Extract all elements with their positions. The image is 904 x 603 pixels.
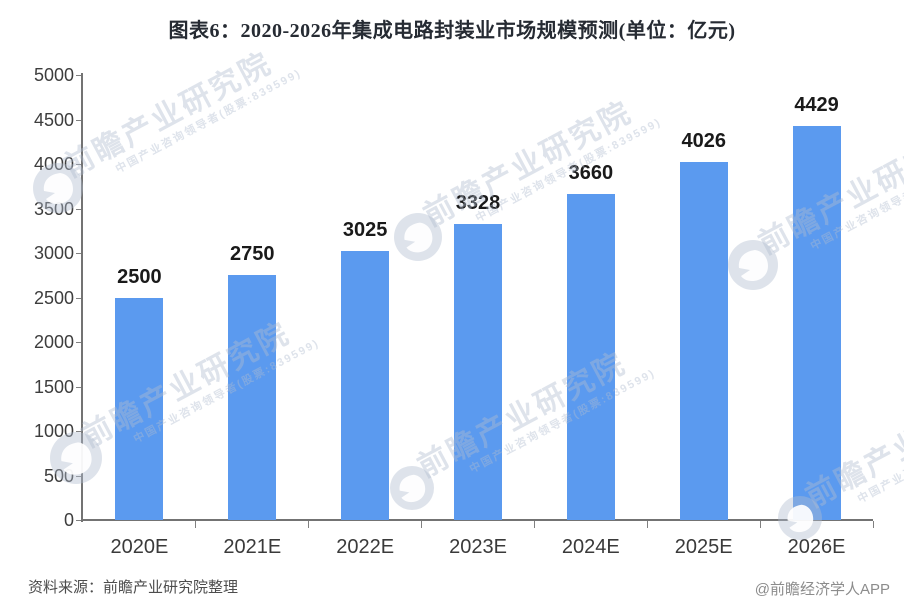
- watermark-brand: 前瞻产业研究院: [58, 46, 278, 185]
- bar-value-label: 3025: [342, 218, 388, 241]
- x-axis-tick-mark: [421, 521, 423, 528]
- x-axis-category-label: 2026E: [787, 536, 846, 558]
- bar: [228, 275, 277, 520]
- y-axis-tick-mark: [76, 475, 83, 477]
- y-axis-tick-mark: [76, 386, 83, 388]
- x-axis-category-label: 2023E: [449, 536, 507, 558]
- y-axis-tick-label: 4500: [33, 109, 74, 130]
- y-axis-tick-mark: [76, 297, 83, 299]
- y-axis-tick-label: 2500: [33, 287, 74, 308]
- bar-value-label: 3328: [455, 191, 501, 214]
- bar: [454, 223, 502, 520]
- y-axis-tick-mark: [76, 342, 83, 343]
- chart-title: 图表6：2020-2026年集成电路封装业市场规模预测(单位：亿元): [168, 20, 736, 42]
- x-axis-category-label: 2022E: [336, 536, 395, 558]
- source-note: 资料来源：前瞻产业研究院整理: [28, 579, 239, 596]
- watermark-text: 前瞻产业研究院 中国产业咨询领导者(股票:839599): [413, 337, 658, 496]
- watermark-tagline: 中国产业咨询领导者(股票:839599): [113, 67, 304, 176]
- y-axis-tick-label: 4000: [33, 154, 74, 174]
- y-axis-line: [81, 73, 83, 522]
- y-axis-tick-mark: [76, 431, 83, 432]
- y-axis-tick-mark: [76, 164, 83, 165]
- bar-value-label: 2500: [117, 265, 162, 288]
- y-axis-tick-mark: [76, 119, 83, 121]
- y-axis-tick-mark: [76, 208, 83, 210]
- bar-value-label: 4429: [794, 93, 839, 116]
- watermark-brand: 前瞻产业研究院: [76, 316, 296, 454]
- x-axis-tick-mark: [646, 521, 648, 528]
- x-axis-category-label: 2024E: [561, 536, 620, 558]
- y-axis-tick-mark: [76, 253, 83, 254]
- x-axis-category-label: 2025E: [674, 536, 733, 558]
- y-axis-tick-label: 0: [63, 510, 74, 530]
- watermark-brand: 前瞻产业研究院: [412, 346, 632, 484]
- watermark-tagline: 中国产业咨询领导者(股票:839599): [855, 397, 904, 506]
- bar-value-label: 4026: [681, 129, 726, 152]
- bar-value-label: 2750: [230, 243, 275, 266]
- bar: [341, 250, 390, 520]
- x-axis-category-label: 2021E: [223, 536, 282, 558]
- y-axis-tick-label: 500: [43, 465, 74, 486]
- x-axis-tick-mark: [872, 521, 874, 528]
- watermark-text: 前瞻产业研究院 中国产业咨询领导者(股票:839599): [59, 37, 304, 196]
- x-axis-tick-mark: [308, 521, 310, 528]
- bar-value-label: 3660: [568, 162, 614, 185]
- watermark-text: 前瞻产业研究院 中国产业咨询领导者(股票:839599): [77, 307, 322, 466]
- y-axis-tick-label: 5000: [33, 65, 74, 85]
- qianzhan-bird-logo: [390, 466, 434, 510]
- x-axis-tick-mark: [533, 521, 535, 528]
- qianzhan-bird-logo: [728, 240, 778, 290]
- bar: [792, 125, 841, 520]
- y-axis-tick-mark: [76, 520, 83, 521]
- x-axis-line: [81, 519, 873, 521]
- bar: [679, 161, 728, 520]
- y-axis-tick-label: 1500: [33, 376, 74, 397]
- y-axis-tick-label: 2000: [33, 332, 74, 352]
- x-axis-category-label: 2020E: [110, 536, 169, 558]
- y-axis-tick-label: 3500: [33, 198, 74, 219]
- y-axis-tick-label: 3000: [33, 243, 74, 263]
- bar: [115, 297, 164, 520]
- x-axis-tick-mark: [759, 521, 761, 528]
- app-credit: @前瞻经济学人APP: [754, 581, 890, 598]
- y-axis-tick-label: 1000: [33, 421, 74, 441]
- bar: [566, 194, 615, 520]
- x-axis-tick-mark: [195, 521, 197, 528]
- y-axis-tick-mark: [76, 75, 83, 76]
